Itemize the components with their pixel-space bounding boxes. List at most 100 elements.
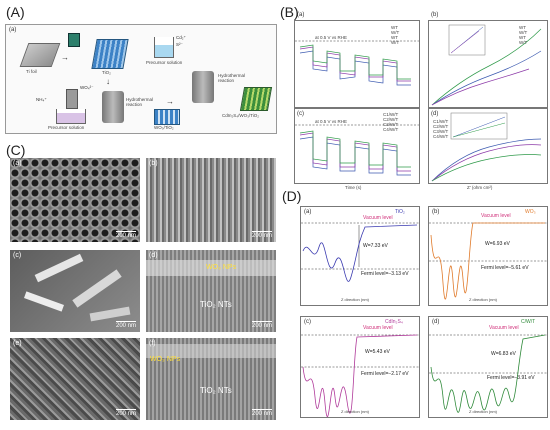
inset-line [452,116,506,138]
series-curve [431,154,542,182]
plot-d-xlabel: Z' (ohm cm²) [467,185,493,190]
potential-curve [430,334,546,413]
legend-item: WT [391,35,398,40]
potential-curve [302,224,418,282]
sem-image-b: (b) 200 nm [146,158,276,242]
arrow-icon: → [61,53,69,62]
potential-d-fermi-label: Fermi level=−3.91 eV [487,375,535,381]
s-ion-label: S²⁻ [176,42,183,47]
wo3-tio2-illustration [154,109,180,125]
potential-curve [302,334,418,418]
schematic-frame: (a) Ti foil → TiO₂ ↓ Cd₂⁺ S²⁻ Precursor … [5,24,277,134]
sem-image-f: (f) WO₃ NPs TiO₂ NTs 200 nm [146,338,276,420]
series-c3-line [299,130,411,168]
sem-c-scale: 200 nm [115,320,136,329]
inset-line [452,122,506,138]
tio2-nanotubes-illustration [91,39,129,69]
legend-item: C2/W/T [433,124,449,129]
potential-a-xlabel: Z direction (nm) [341,297,370,302]
legend-item: WT [519,25,526,30]
potential-a-svg [301,222,419,282]
potential-d-w-label: W=6.83 eV [491,351,516,357]
photocurrent-a-svg [295,40,419,86]
panel-label-a: (A) [6,4,25,20]
panel-label-b: (B) [280,4,299,20]
series-curve [431,144,542,182]
sem-f-scale: 200 nm [251,408,272,417]
eis-plot-b: (b) WT W/T WT W/T Z' (ohm cm²) [428,12,548,114]
legend-item: C2/W/T [383,117,399,122]
eis-b-svg [431,24,542,106]
precursor-beaker-bottom-icon [56,109,86,124]
plot-d-sub-label: (d) [431,111,439,117]
legend-item: C3/W/T [383,122,399,127]
panel-label-d: (D) [282,188,302,204]
series-wt-line [299,50,411,86]
potential-plot-b: (b) Vacuum level W=6.93 eV Fermi level=−… [428,206,548,306]
panel-label-c: (C) [6,142,26,158]
plot-d-legend: C1/W/T C2/W/T C3/W/T C4/W/T [433,119,448,139]
inset-line [450,30,480,54]
potential-c-vacuum-label: Vacuum level [363,325,393,331]
series-curve [431,138,542,182]
legend-item: WT [391,25,398,30]
arrow-right-icon: → [166,97,174,106]
tio2-label: TiO₂ [102,70,111,75]
final-product-illustration [239,87,273,111]
potential-d-svg [429,334,547,413]
potential-b-fermi-label: Fermi level=−5.61 eV [481,265,529,271]
potential-a-legend: TiO₂ [395,209,405,215]
plot-b-legend: WT W/T WT W/T [519,25,527,45]
precursor-label-top: Precursor solution [146,60,183,65]
sem-image-c: (c) 200 nm [10,250,140,332]
potential-d-xlabel: Z direction (nm) [469,409,498,414]
plot-c-note: at 0.5 V vs RHE [315,119,348,124]
sem-c-sub-label: (c) [13,252,22,259]
sem-image-d: (d) WO₃ NPs TiO₂ NTs 200 nm [146,250,276,332]
anodizing-cell-icon [68,33,80,47]
sem-f-wo3-annotation: WO₃ NPs [150,356,181,363]
eis-plot-d: (d) C1/W/T C2/W/T C3/W/T C4/W/T Z' (ohm … [428,108,548,190]
legend-item: C3/W/T [433,129,449,134]
legend-item: W/T [391,30,400,35]
final-product-label: CdIn₂S₄/WO₃/TiO₂ [222,113,259,118]
series-curve [431,28,542,106]
plot-a-sub-label: (a) [297,12,305,18]
sem-d-sub-label: (d) [149,252,158,259]
potential-a-w-label: W=7.33 eV [363,243,388,249]
sem-d-scale: 200 nm [251,320,272,329]
legend-item: W/T [391,40,400,45]
potential-a-vacuum-label: Vacuum level [363,215,393,221]
sem-f-sub-label: (f) [149,340,156,347]
potential-c-xlabel: Z direction (nm) [341,409,370,414]
eis-d-svg [431,112,542,182]
sem-d-wo3-annotation: WO₃ NPs [206,264,237,271]
schematic-sub-label: (a) [9,27,17,33]
sem-d-tio2-annotation: TiO₂ NTs [200,300,232,309]
potential-b-xlabel: Z direction (nm) [469,297,498,302]
wo4-label: WO₄²⁻ [80,85,94,90]
legend-item: C1/W/T [433,119,449,124]
potential-b-legend: WO₃ [525,209,536,215]
legend-item: W/T [519,40,528,45]
inset-box [450,112,508,140]
sem-a-sub-label: (a) [13,160,22,167]
wo3-tio2-label: WO₃/TiO₂ [154,125,174,130]
potential-c-svg [301,334,419,418]
sem-a-scale: 200 nm [115,230,136,239]
potential-plot-d: (d) Vacuum level W=6.83 eV Fermi level=−… [428,316,548,418]
potential-c-sub-label: (c) [304,319,311,325]
potential-d-sub-label: (d) [432,319,440,325]
series-wt2-line [299,44,411,80]
potential-a-sub-label: (a) [304,209,312,215]
hydrothermal-label-left: Hydrothermal reaction [126,97,154,107]
plot-c-legend: C1/W/T C2/W/T C3/W/T C4/W/T [383,112,398,132]
potential-b-vacuum-label: Vacuum level [481,213,511,219]
plot-b-sub-label: (b) [431,12,439,18]
sem-image-a: (a) 200 nm [10,158,140,242]
series-c1-line [299,136,411,176]
potential-c-legend: CdIn₂S₄ [385,319,403,325]
potential-d-vacuum-label: Vacuum level [489,325,519,331]
potential-d-legend: C/W/T [521,319,536,325]
photocurrent-plot-a: (a) at 0.5 V vs RHE WT W/T WT W/T Time (… [294,12,420,114]
